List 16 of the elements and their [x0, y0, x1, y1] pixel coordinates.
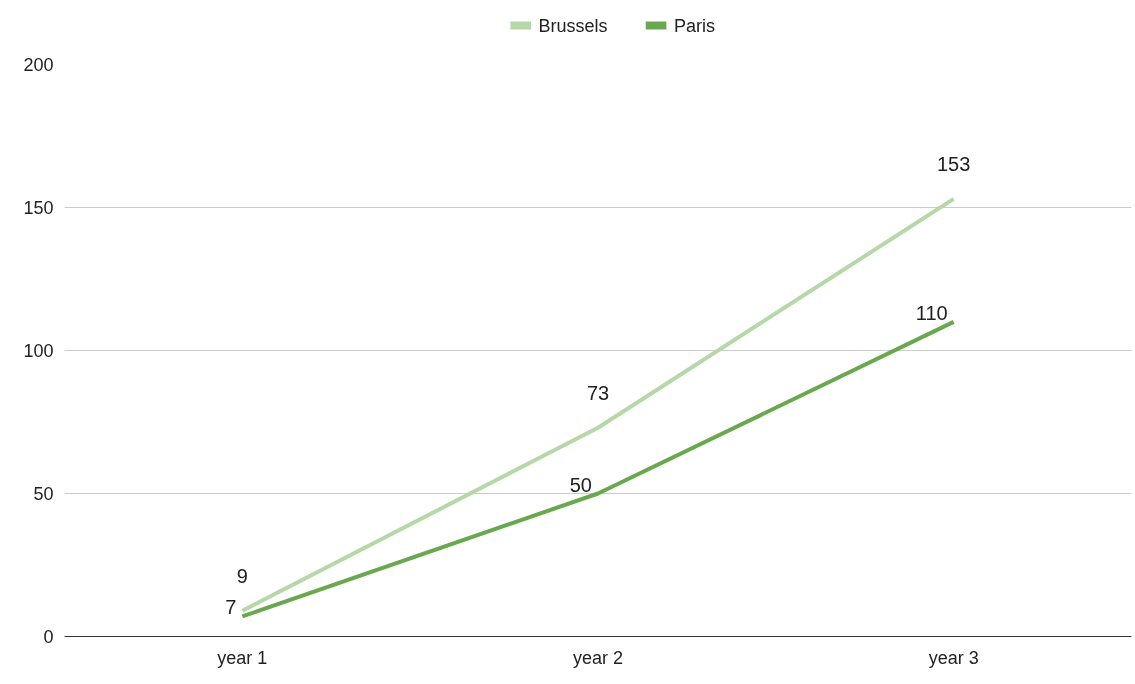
data-label: 9 [236, 564, 248, 587]
y-tick-label: 50 [33, 484, 54, 504]
data-label: 73 [586, 381, 610, 404]
legend-label: Brussels [538, 15, 608, 36]
data-label: 153 [936, 152, 971, 175]
y-tick-label: 200 [23, 55, 54, 75]
data-label: 50 [569, 473, 592, 496]
y-tick-label: 0 [43, 627, 54, 647]
x-tick-label: year 3 [928, 647, 979, 668]
data-label: 7 [225, 596, 237, 619]
legend-label: Paris [673, 15, 715, 36]
x-tick-label: year 1 [217, 647, 268, 668]
data-label: 110 [915, 301, 948, 324]
x-tick-label: year 2 [572, 647, 624, 668]
y-tick-label: 150 [23, 198, 54, 218]
y-tick-label: 100 [23, 341, 54, 361]
